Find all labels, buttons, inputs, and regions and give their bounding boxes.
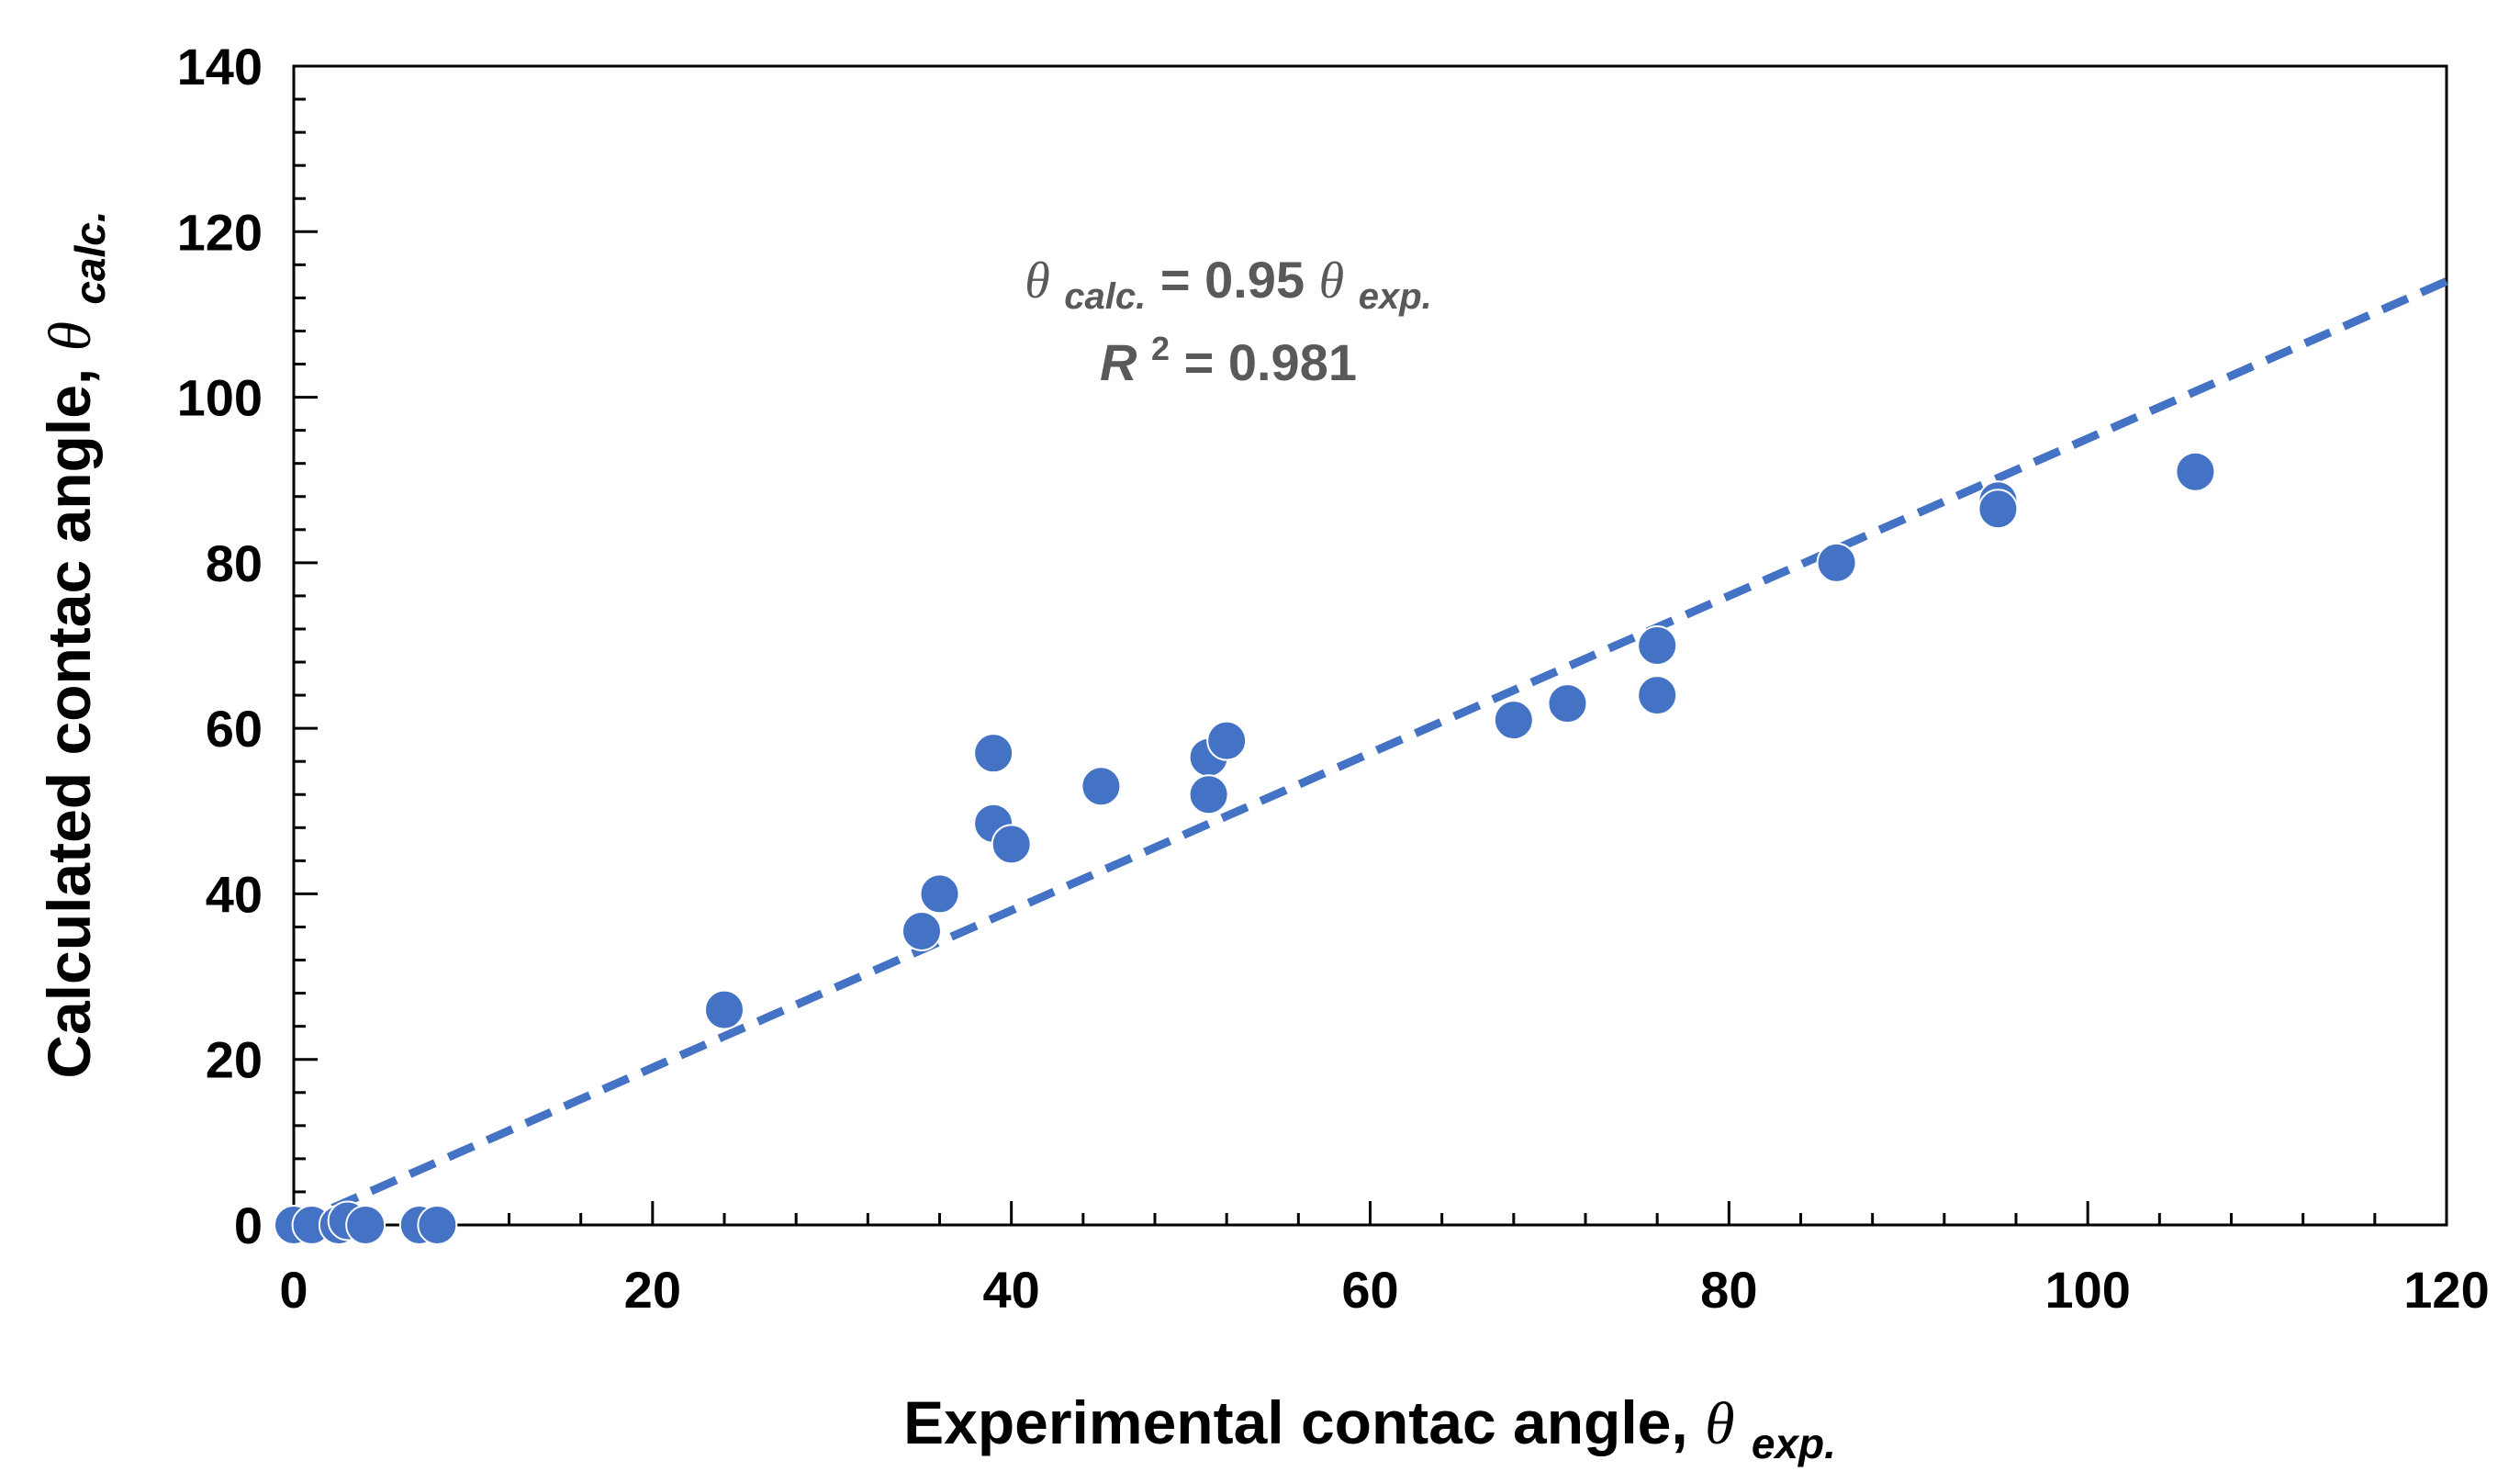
data-point bbox=[2175, 451, 2216, 492]
y-axis-title-symbol: θ bbox=[37, 321, 104, 351]
x-axis-title-subscript: exp. bbox=[1752, 1420, 1836, 1467]
x-axis-title-symbol: θ bbox=[1705, 1390, 1734, 1457]
data-point bbox=[973, 733, 1014, 774]
data-point bbox=[1816, 542, 1857, 583]
y-axis-title: Calculated contac angle, θ calc. bbox=[35, 210, 114, 1078]
data-point bbox=[1547, 683, 1588, 725]
y-tick-label: 20 bbox=[206, 1031, 263, 1089]
y-axis-title-text: Calculated contac angle, bbox=[35, 351, 103, 1078]
r-squared-annotation: R 2 = 0.981 bbox=[1100, 313, 1357, 391]
equation-lhs-subscript: calc. bbox=[1064, 276, 1146, 317]
y-tick-label: 60 bbox=[206, 700, 263, 758]
data-point bbox=[919, 873, 960, 915]
data-point bbox=[1637, 625, 1678, 666]
y-axis-title-subscript: calc. bbox=[66, 210, 114, 304]
data-point bbox=[1637, 675, 1678, 716]
y-tick-label: 0 bbox=[234, 1197, 263, 1254]
x-tick-label: 40 bbox=[983, 1261, 1040, 1319]
y-tick-label: 100 bbox=[177, 369, 263, 427]
y-axis-ticks: 0 20 40 60 80 100 120 140 bbox=[177, 38, 318, 1254]
equation-rhs-symbol: θ bbox=[1319, 253, 1345, 309]
equation-middle: = 0.95 bbox=[1160, 251, 1319, 309]
data-point bbox=[1206, 720, 1248, 761]
data-point bbox=[417, 1205, 458, 1245]
equation-lhs-symbol: θ bbox=[1025, 253, 1050, 309]
data-point bbox=[991, 824, 1032, 865]
r-squared-symbol: R bbox=[1100, 333, 1137, 391]
x-axis-title: Experimental contac angle, θ exp. bbox=[903, 1388, 1836, 1467]
x-tick-label: 0 bbox=[279, 1261, 308, 1319]
data-point bbox=[901, 910, 942, 951]
fit-line-layer bbox=[292, 277, 2448, 1230]
fit-line bbox=[292, 277, 2448, 1230]
data-point bbox=[1977, 489, 2019, 530]
y-tick-label: 40 bbox=[206, 865, 263, 923]
data-point bbox=[1493, 700, 1534, 741]
x-tick-label: 20 bbox=[624, 1261, 681, 1319]
equation-rhs-subscript: exp. bbox=[1359, 276, 1432, 317]
equation-annotation: θ calc. = 0.95 θ exp. bbox=[1025, 251, 1432, 320]
r-squared-superscript: 2 bbox=[1151, 330, 1170, 367]
fit-annotation: θ calc. = 0.95 θ exp. R 2 = 0.981 bbox=[1025, 251, 1432, 391]
data-point bbox=[704, 989, 745, 1030]
data-point bbox=[1188, 774, 1229, 815]
r-squared-value: = 0.981 bbox=[1184, 333, 1357, 391]
y-tick-label: 80 bbox=[206, 534, 263, 592]
x-tick-label: 80 bbox=[1700, 1261, 1757, 1319]
x-tick-label: 60 bbox=[1341, 1261, 1398, 1319]
plot-border bbox=[292, 64, 2448, 1227]
y-tick-label: 120 bbox=[177, 203, 263, 261]
plot-area bbox=[292, 64, 2448, 1227]
data-points bbox=[274, 451, 2216, 1245]
y-tick-label: 140 bbox=[177, 38, 263, 95]
data-point bbox=[1081, 766, 1122, 807]
x-axis-ticks: 0 20 40 60 80 100 120 bbox=[279, 1201, 2490, 1319]
x-tick-label: 120 bbox=[2403, 1261, 2489, 1319]
x-axis-title-text: Experimental contac angle, bbox=[903, 1388, 1705, 1456]
data-point bbox=[345, 1205, 386, 1245]
x-tick-label: 100 bbox=[2044, 1261, 2130, 1319]
